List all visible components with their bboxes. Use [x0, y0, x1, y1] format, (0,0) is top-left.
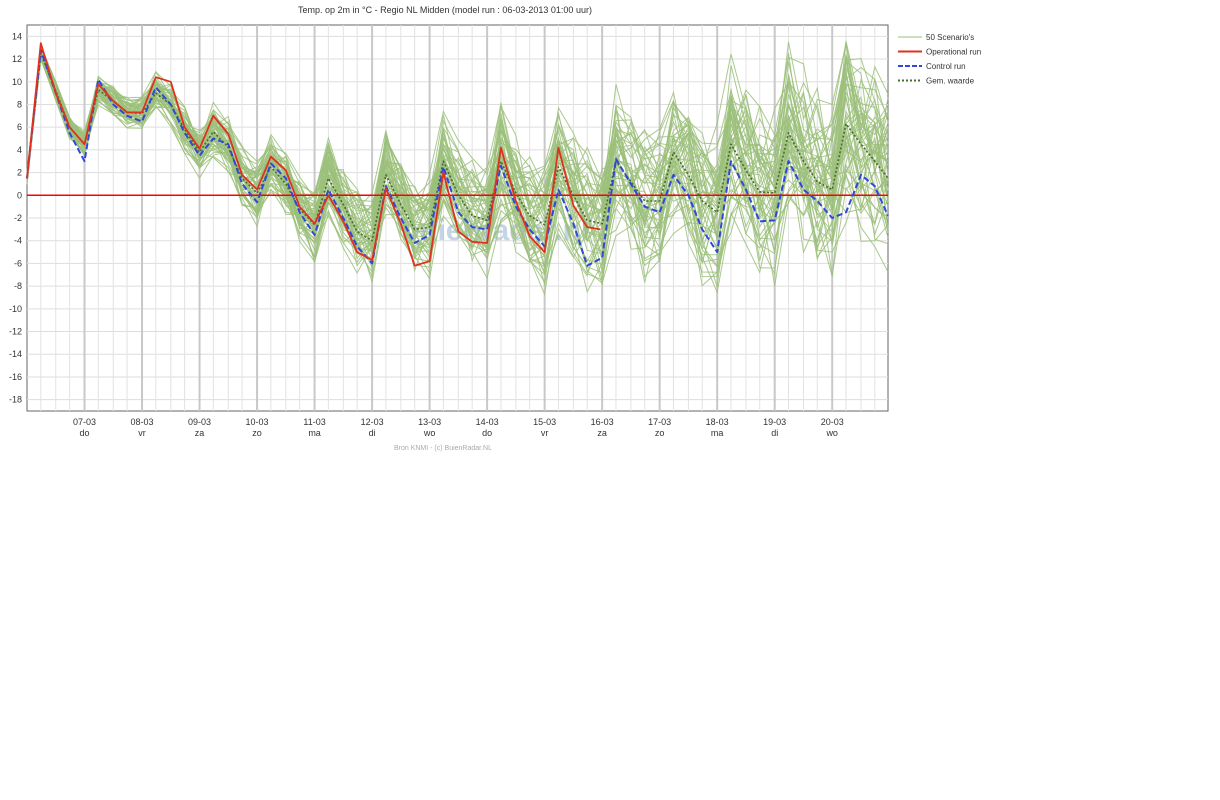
scenario-line — [26, 40, 889, 227]
y-tick-label: -8 — [14, 281, 22, 291]
y-tick-label: -14 — [9, 349, 22, 359]
legend-label: 50 Scenario's — [926, 33, 974, 42]
chart-source: Bron KNMI - (c) BuienRadar.NL — [394, 445, 492, 452]
scenario-line — [26, 52, 889, 248]
x-tick-label: 14-03 — [476, 417, 499, 427]
x-tick-label: 09-03 — [188, 417, 211, 427]
legend: 50 Scenario's Operational run Control run G… — [898, 33, 981, 86]
control-run-line — [26, 49, 889, 267]
scenario-lines — [26, 40, 889, 297]
y-axis: 14 12 10 8 6 4 2 0 -2 -4 -6 -8 -10 -12 -14 -16 -18 — [9, 31, 22, 404]
x-day-label: za — [195, 428, 205, 438]
x-day-label: do — [482, 428, 492, 438]
x-tick-label: 12-03 — [361, 417, 384, 427]
legend-label: Operational run — [926, 48, 981, 57]
x-day-label: di — [771, 428, 778, 438]
y-tick-label: 2 — [17, 168, 22, 178]
y-tick-label: 8 — [17, 99, 22, 109]
legend-label: Control run — [926, 62, 966, 71]
y-tick-label: 6 — [17, 122, 22, 132]
y-tick-label: 4 — [17, 145, 22, 155]
x-day-label: vr — [541, 428, 549, 438]
x-day-label: ma — [711, 428, 724, 438]
y-tick-label: -18 — [9, 395, 22, 405]
y-tick-label: 14 — [12, 31, 22, 41]
scenario-line — [26, 56, 889, 233]
x-tick-label: 17-03 — [648, 417, 671, 427]
operational-run-line — [26, 42, 601, 267]
x-tick-label: 13-03 — [418, 417, 441, 427]
y-tick-label: 0 — [17, 190, 22, 200]
x-day-label: ma — [308, 428, 321, 438]
x-day-label: di — [369, 428, 376, 438]
y-tick-label: -16 — [9, 372, 22, 382]
y-tick-label: 10 — [12, 77, 22, 87]
y-tick-label: -4 — [14, 236, 22, 246]
x-day-label: za — [597, 428, 607, 438]
scenario-line — [26, 52, 889, 215]
scenario-line — [26, 51, 889, 259]
x-day-label: wo — [423, 428, 436, 438]
x-day-label: vr — [138, 428, 146, 438]
y-tick-label: -12 — [9, 327, 22, 337]
x-tick-label: 16-03 — [591, 417, 614, 427]
x-day-label: wo — [825, 428, 838, 438]
x-day-label: zo — [252, 428, 262, 438]
y-tick-label: -10 — [9, 304, 22, 314]
x-tick-label: 08-03 — [131, 417, 154, 427]
x-day-label: zo — [655, 428, 665, 438]
x-tick-label: 15-03 — [533, 417, 556, 427]
scenario-line — [26, 53, 889, 249]
x-tick-label: 07-03 — [73, 417, 96, 427]
x-tick-label: 18-03 — [706, 417, 729, 427]
legend-label: Gem. waarde — [926, 77, 975, 86]
chart-title: Temp. op 2m in °C - Regio NL Midden (mod… — [298, 5, 592, 15]
x-tick-label: 19-03 — [763, 417, 786, 427]
x-tick-label: 10-03 — [246, 417, 269, 427]
y-tick-label: -2 — [14, 213, 22, 223]
x-tick-label: 11-03 — [303, 417, 325, 427]
x-tick-label: 20-03 — [821, 417, 844, 427]
y-tick-label: -6 — [14, 258, 22, 268]
x-day-label: do — [80, 428, 90, 438]
x-axis: 07-03do08-03vr09-03za10-03zo11-03ma12-03… — [73, 417, 844, 438]
mean-series-line — [26, 52, 889, 242]
series-lines — [26, 42, 889, 267]
y-tick-label: 12 — [12, 54, 22, 64]
